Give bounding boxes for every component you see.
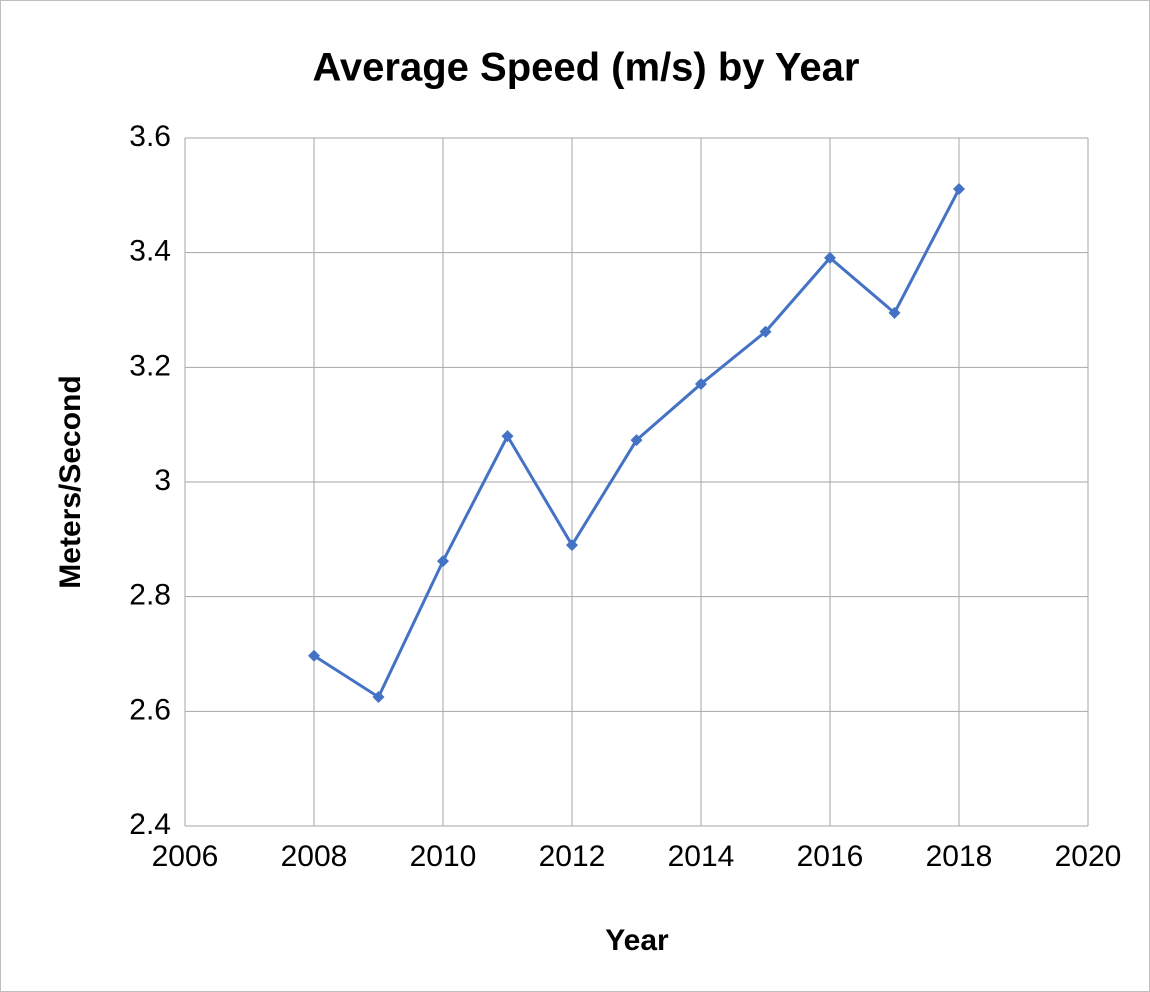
marker [888,306,901,319]
x-tick-label: 2018 [926,840,993,873]
y-tick-label: 3 [154,464,171,497]
x-tick-label: 2010 [410,840,477,873]
x-tick-label: 2014 [668,840,735,873]
marker [953,183,965,196]
marker [308,649,320,662]
x-tick-label: 2020 [1055,840,1122,873]
marker [630,434,643,447]
marker [759,325,772,338]
y-tick-label: 3.4 [129,235,171,268]
marker [501,430,514,443]
y-axis-label: Meters/Second [54,375,87,588]
x-axis-label: Year [605,924,669,957]
marker [372,691,385,703]
y-tick-label: 3.2 [129,349,171,382]
x-tick-label: 2016 [797,840,864,873]
x-tick-label: 2008 [281,840,348,873]
marker [695,377,707,390]
y-tick-label: 2.8 [129,579,171,612]
chart-title: Average Speed (m/s) by Year [313,46,860,90]
marker [437,555,449,568]
y-tick-label: 3.6 [129,120,171,153]
marker [566,539,578,552]
y-tick-label: 2.6 [129,693,171,726]
marker [824,251,836,264]
x-tick-label: 2012 [539,840,606,873]
x-tick-label: 2006 [152,840,219,873]
y-tick-label: 2.4 [129,808,171,841]
